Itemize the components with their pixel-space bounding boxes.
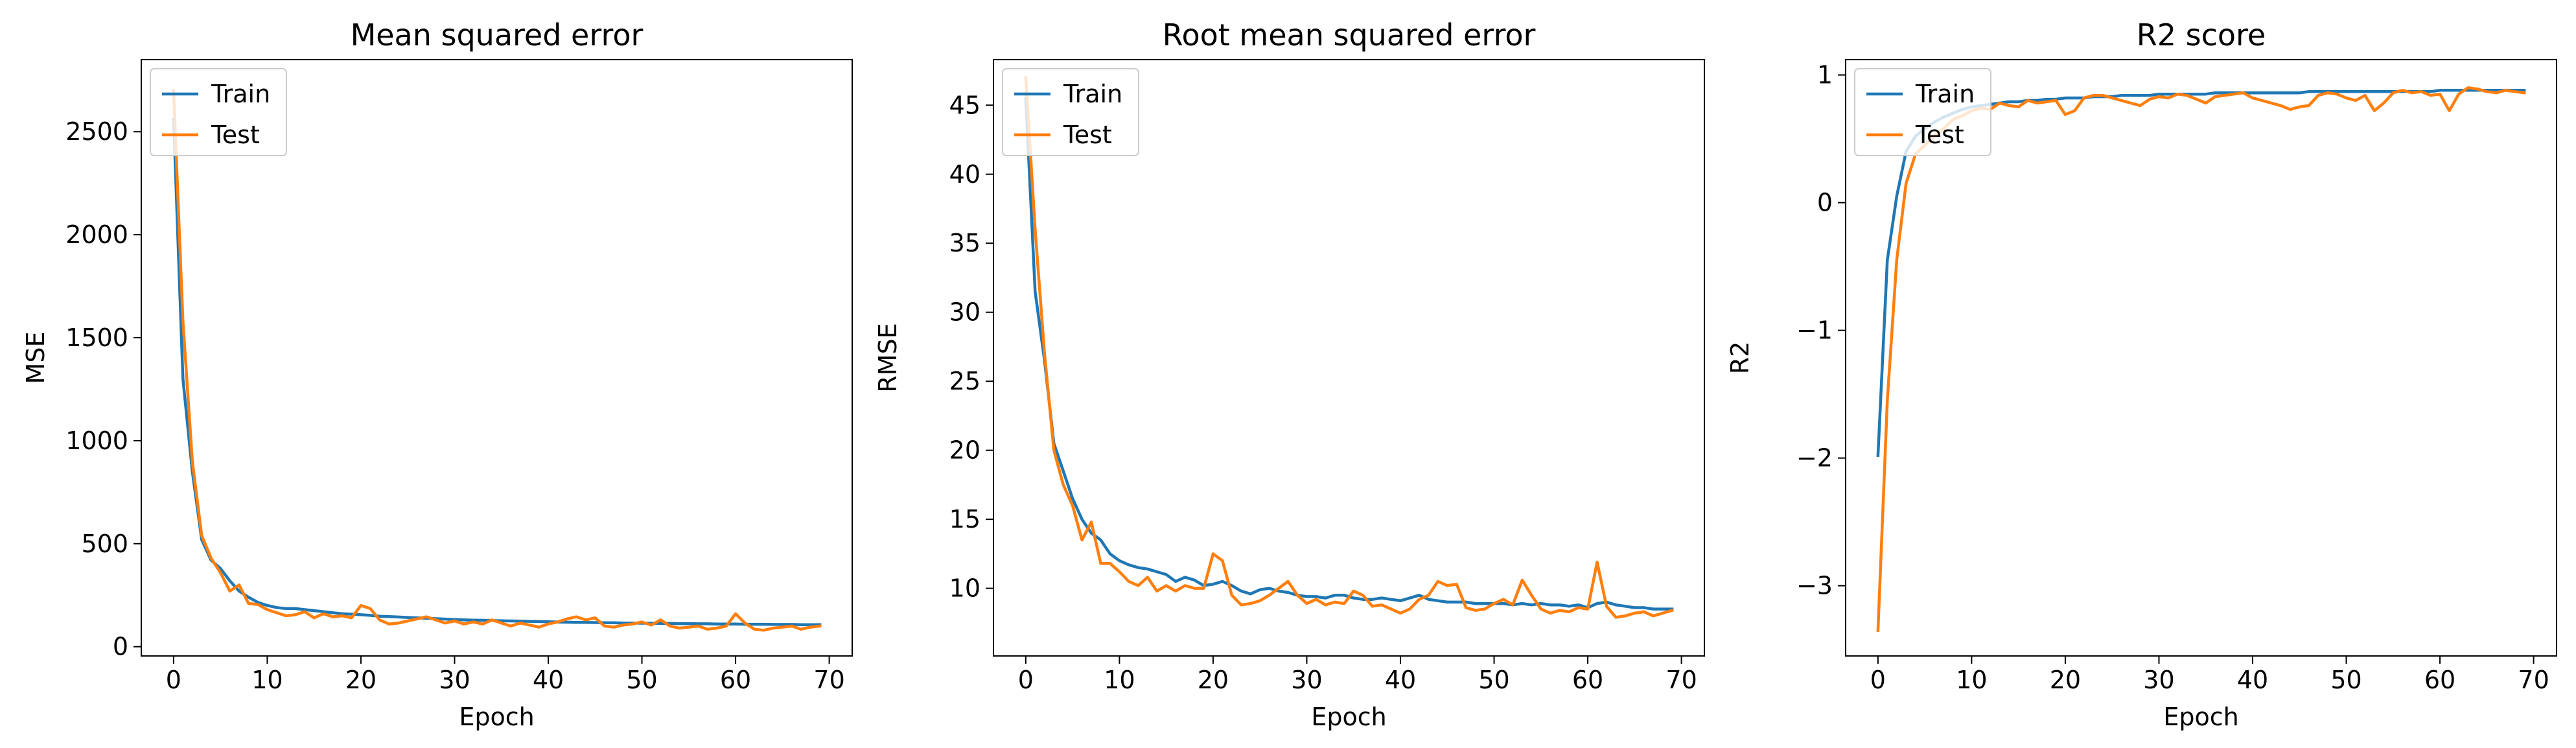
- r2-y-axis-label: R2: [1726, 342, 1754, 375]
- chart-mse: Mean squared error Epoch MSE 0 10 20 30 40 50 60 7…: [21, 18, 853, 731]
- mse-plot-frame: [141, 59, 853, 657]
- mse-x-tick-label: 50: [626, 666, 657, 694]
- r2-legend: Train Test: [1854, 68, 1991, 156]
- mse-y-tick-label: 2000: [65, 220, 128, 249]
- mse-series-test-line: [172, 89, 822, 632]
- rmse-x-axis-label: Epoch: [1311, 703, 1386, 731]
- rmse-x-tick-label: 60: [1572, 666, 1603, 694]
- rmse-y-tick-label: 45: [949, 91, 981, 119]
- r2-x-tick-label: 0: [1870, 666, 1886, 694]
- mse-x-tick-label: 70: [813, 666, 844, 694]
- rmse-x-tick-label: 30: [1291, 666, 1322, 694]
- r2-x-tick-label: 40: [2237, 666, 2268, 694]
- rmse-x-tick-label: 40: [1385, 666, 1416, 694]
- mse-legend: Train Test: [150, 68, 287, 156]
- mse-y-tick-label: 2500: [65, 117, 128, 146]
- rmse-series-train-line: [1024, 97, 1674, 611]
- r2-y-tick-label: −1: [1796, 316, 1833, 345]
- r2-legend-label-train: Train: [1915, 80, 1975, 108]
- r2-x-tick-label: 30: [2143, 666, 2174, 694]
- mse-x-tick-label: 40: [533, 666, 564, 694]
- r2-series-test-line: [1876, 86, 2526, 632]
- r2-y-tick-label: −2: [1796, 444, 1833, 473]
- mse-x-tick-label: 60: [720, 666, 751, 694]
- r2-x-tick-label: 20: [2050, 666, 2081, 694]
- rmse-x-tick-label: 10: [1104, 666, 1135, 694]
- mse-x-tick-label: 0: [166, 666, 181, 694]
- r2-x-axis-label: Epoch: [2163, 703, 2238, 731]
- rmse-y-tick-label: 35: [949, 229, 981, 257]
- mse-x-tick-label: 20: [345, 666, 377, 694]
- rmse-x-tick-label: 70: [1665, 666, 1697, 694]
- r2-y-tick-label: 1: [1817, 61, 1833, 89]
- chart-r2: R2 score Epoch R2 0 10 20 30 40 50 60 70 −3 −2 −1 0 1 Tr…: [1726, 18, 2557, 731]
- mse-title: Mean squared error: [351, 18, 644, 53]
- mse-legend-label-train: Train: [211, 80, 270, 108]
- rmse-plot-frame: [993, 59, 1705, 657]
- r2-y-tick-label: −3: [1796, 572, 1833, 600]
- mse-y-tick-label: 0: [113, 633, 128, 661]
- mse-y-tick-label: 500: [81, 530, 128, 558]
- rmse-y-tick-label: 10: [949, 574, 981, 603]
- r2-x-tick-label: 50: [2330, 666, 2361, 694]
- chart-rmse: Root mean squared error Epoch RMSE 0 10 20 30 4…: [874, 18, 1705, 731]
- mse-legend-label-test: Test: [211, 121, 260, 149]
- rmse-y-tick-label: 25: [949, 367, 981, 395]
- rmse-x-tick-label: 20: [1198, 666, 1229, 694]
- r2-y-tick-label: 0: [1817, 189, 1833, 217]
- r2-legend-label-test: Test: [1915, 121, 1964, 149]
- rmse-y-tick-label: 15: [949, 505, 981, 533]
- rmse-x-tick-label: 0: [1018, 666, 1034, 694]
- mse-x-tick-label: 30: [439, 666, 470, 694]
- mse-y-tick-label: 1500: [65, 323, 128, 352]
- mse-y-tick-label: 1000: [65, 427, 128, 455]
- rmse-legend-label-test: Test: [1063, 121, 1112, 149]
- rmse-y-axis-label: RMSE: [874, 323, 902, 392]
- r2-x-tick-label: 10: [1956, 666, 1987, 694]
- rmse-y-tick-label: 40: [949, 160, 981, 189]
- mse-series-train-line: [172, 117, 822, 626]
- rmse-title: Root mean squared error: [1163, 18, 1536, 53]
- r2-x-tick-label: 70: [2518, 666, 2549, 694]
- mse-x-tick-label: 10: [251, 666, 283, 694]
- r2-title: R2 score: [2137, 18, 2266, 53]
- rmse-y-tick-label: 20: [949, 436, 981, 465]
- r2-x-tick-label: 60: [2424, 666, 2455, 694]
- rmse-legend-label-train: Train: [1063, 80, 1122, 108]
- mse-y-axis-label: MSE: [21, 332, 50, 384]
- rmse-series-test-line: [1024, 76, 1674, 619]
- rmse-legend: Train Test: [1002, 68, 1139, 156]
- rmse-x-tick-label: 50: [1478, 666, 1509, 694]
- r2-plot-frame: [1845, 59, 2557, 657]
- rmse-y-tick-label: 30: [949, 298, 981, 327]
- mse-x-axis-label: Epoch: [459, 703, 534, 731]
